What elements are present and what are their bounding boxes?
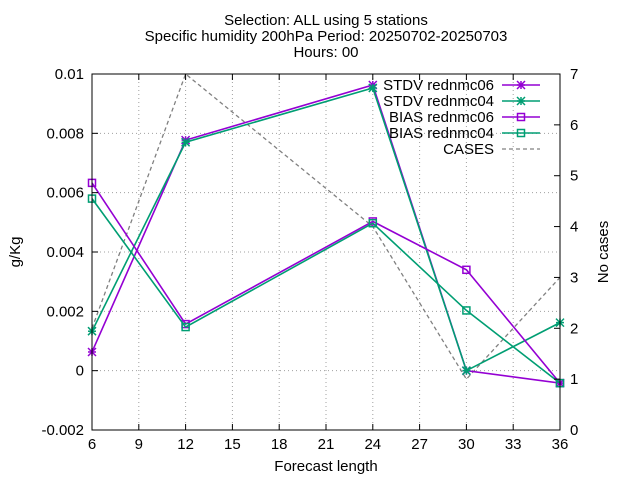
y-axis-label: g/Kg — [7, 237, 24, 268]
x-axis-label: Forecast length — [274, 458, 377, 475]
series-point — [181, 322, 190, 332]
y2-tick-label: 3 — [570, 269, 578, 286]
y-tick-label: 0.006 — [46, 185, 84, 202]
series-point — [516, 96, 526, 106]
y-tick-label: 0.01 — [55, 66, 84, 83]
x-tick-label: 12 — [177, 436, 194, 453]
series-point — [462, 306, 471, 315]
series-lines — [87, 72, 565, 388]
legend-item: STDV rednmc06 — [383, 77, 540, 94]
legend-item: BIAS rednmc06 — [389, 109, 540, 126]
legend-label: BIAS rednmc06 — [389, 109, 494, 126]
x-tick-label: 9 — [135, 436, 143, 453]
y2-tick-label: 5 — [570, 168, 578, 185]
y-tick-label: 0.002 — [46, 303, 84, 320]
y2-tick-label: 0 — [570, 422, 578, 439]
x-tick-label: 18 — [271, 436, 288, 453]
x-tick-label: 15 — [224, 436, 241, 453]
y2-tick-label: 1 — [570, 371, 578, 388]
x-tick-label: 27 — [411, 436, 428, 453]
x-tick-label: 33 — [505, 436, 522, 453]
x-tick-label: 6 — [88, 436, 96, 453]
legend-label: CASES — [443, 141, 494, 158]
y-tick-label: 0.008 — [46, 125, 84, 142]
title-line-3: Hours: 00 — [293, 44, 358, 61]
legend-label: STDV rednmc06 — [383, 77, 494, 94]
y-tick-label: -0.002 — [41, 422, 84, 439]
series-point — [516, 128, 526, 138]
legend-item: CASES — [443, 141, 540, 158]
axis-labels: Forecast length g/Kg No cases — [7, 221, 612, 475]
y-tick-label: 0 — [76, 363, 84, 380]
y-tick-label: 0.004 — [46, 244, 84, 261]
x-tick-label: 30 — [458, 436, 475, 453]
series-point — [462, 265, 471, 275]
y2-tick-label: 6 — [570, 117, 578, 134]
series-point — [516, 112, 526, 122]
series-line — [91, 198, 561, 384]
x-tick-label: 36 — [552, 436, 569, 453]
title-line-2: Specific humidity 200hPa Period: 2025070… — [145, 28, 508, 45]
legend-label: STDV rednmc04 — [383, 93, 494, 110]
chart-title: Selection: ALL using 5 stationsSpecific … — [145, 12, 508, 61]
series-point — [181, 137, 191, 147]
series-point — [368, 83, 378, 93]
x-tick-label: 21 — [318, 436, 335, 453]
series-point — [461, 366, 471, 376]
title-line-1: Selection: ALL using 5 stations — [224, 12, 428, 29]
series-line — [91, 182, 561, 384]
y2-tick-label: 2 — [570, 320, 578, 337]
y2-tick-label: 7 — [570, 66, 578, 83]
y2-axis-label: No cases — [595, 221, 612, 284]
legend-label: BIAS rednmc04 — [389, 125, 494, 142]
axis-ticks: 6 9 12 15 18 21 24 27 30 33 36-0.00200.0020.0040.0… — [41, 66, 578, 453]
x-tick-label: 24 — [364, 436, 381, 453]
series-point — [516, 80, 526, 90]
legend-item: BIAS rednmc04 — [389, 125, 540, 142]
series-point — [368, 218, 378, 228]
y2-tick-label: 4 — [570, 219, 578, 236]
legend-item: STDV rednmc04 — [383, 93, 540, 110]
